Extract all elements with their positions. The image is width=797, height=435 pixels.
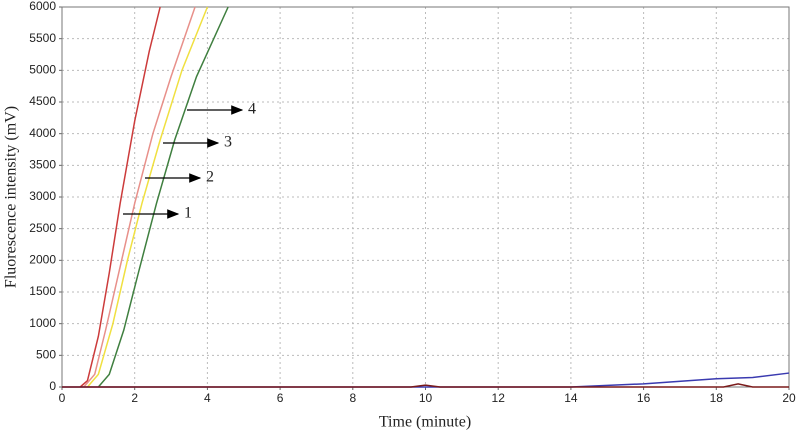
annotation-label: 1 (184, 205, 192, 222)
x-tick-label: 6 (277, 391, 284, 405)
y-tick-label: 5500 (29, 31, 56, 45)
x-tick-label: 10 (419, 391, 433, 405)
y-tick-label: 3500 (29, 158, 56, 172)
annotation-label: 2 (206, 169, 214, 186)
y-axis-label: Fluorescence intensity (mV) (3, 106, 20, 288)
y-tick-label: 4500 (29, 94, 56, 108)
x-tick-label: 2 (131, 391, 138, 405)
x-tick-label: 0 (59, 391, 66, 405)
x-tick-label: 12 (492, 391, 506, 405)
x-tick-label: 20 (782, 391, 796, 405)
data-line (86, 6, 209, 388)
data-line (62, 383, 789, 388)
y-tick-label: 500 (36, 348, 56, 362)
data-line (97, 6, 229, 388)
x-axis-label: Time (minute) (379, 414, 471, 431)
x-tick-label: 8 (349, 391, 356, 405)
data-line (79, 6, 161, 388)
y-tick-label: 5000 (29, 63, 56, 77)
y-tick-label: 1500 (29, 284, 56, 298)
y-tick-label: 6000 (29, 0, 56, 13)
y-tick-label: 2000 (29, 253, 56, 267)
x-tick-label: 16 (637, 391, 651, 405)
data-line (83, 6, 196, 388)
y-tick-label: 0 (49, 379, 56, 393)
y-tick-label: 4000 (29, 126, 56, 140)
y-tick-label: 2500 (29, 221, 56, 235)
y-tick-label: 1000 (29, 316, 56, 330)
annotation-label: 4 (248, 101, 256, 118)
x-tick-label: 14 (564, 391, 578, 405)
y-tick-label: 3000 (29, 189, 56, 203)
x-tick-label: 18 (710, 391, 724, 405)
x-tick-label: 4 (204, 391, 211, 405)
annotation-label: 3 (224, 134, 232, 151)
